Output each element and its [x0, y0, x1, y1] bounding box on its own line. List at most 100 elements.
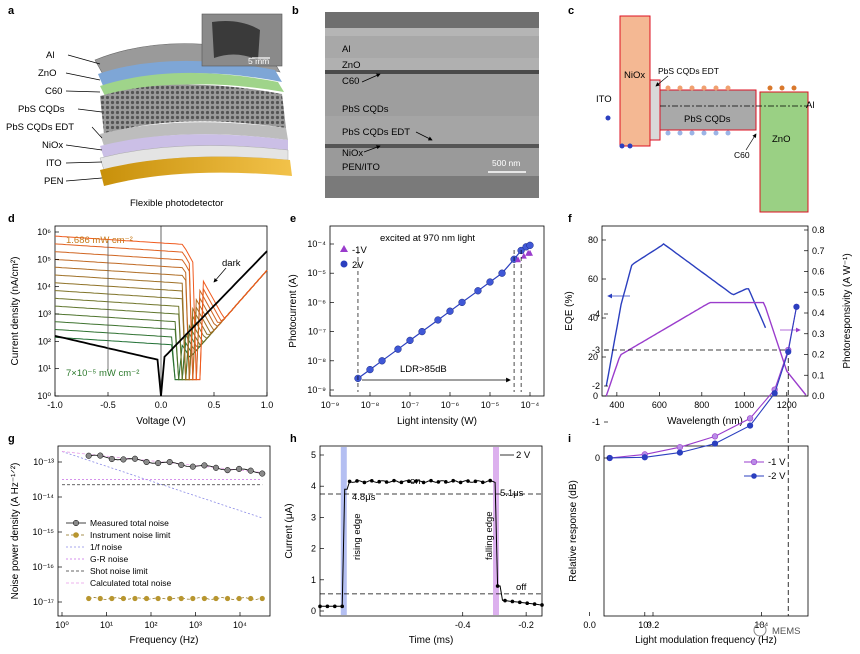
panel-a: a 5 mm Al ZnO C60 PbS CQDs PbS CQDs EDT …	[6, 5, 292, 209]
plot-h-on: on	[410, 476, 421, 487]
instrument-point	[155, 595, 161, 602]
transient-point	[325, 604, 330, 609]
sem-label-al: Al	[342, 44, 350, 55]
layer-pen	[100, 156, 292, 186]
y-tick-label: 10⁻⁴	[307, 239, 326, 249]
plot-e-legend: -1V 2V	[340, 245, 367, 271]
plot-g-frame	[57, 445, 271, 617]
y-tick-label: 10⁶	[37, 227, 51, 237]
freq-point	[746, 422, 754, 429]
instrument-point	[190, 595, 196, 602]
transient-point	[503, 598, 507, 603]
measured-point	[108, 455, 115, 463]
x-tick-label: 10⁻⁸	[361, 400, 380, 410]
y-tick-label: 0.3	[812, 329, 825, 339]
freq-point	[711, 440, 719, 447]
legend-e-marker-2	[340, 260, 348, 268]
x-tick-label: 10⁻⁶	[441, 400, 460, 410]
plot-f-xticks: 400 600 800 1000 1200	[609, 392, 797, 410]
y-tick-label: 0	[595, 453, 600, 463]
plot-e-ldr: LDR>85dB	[400, 364, 447, 375]
layer-pbs-edt	[100, 122, 288, 146]
plot-e-yticks: 10⁻⁹ 10⁻⁸ 10⁻⁷ 10⁻⁶ 10⁻⁵ 10⁻⁴	[307, 239, 334, 395]
transient-point	[414, 479, 419, 483]
plot-f-ylabel-right: Photoresponsivity (A W⁻¹)	[842, 253, 853, 368]
point-2v	[526, 241, 534, 249]
plot-f-ylabel-left: EQE (%)	[564, 291, 575, 330]
x-tick-label: -1.0	[47, 400, 63, 410]
instrument-point	[259, 595, 265, 602]
measured-point	[236, 465, 243, 472]
legend-g-label-6: Calculated total noise	[90, 578, 172, 588]
y-tick-label: 10¹	[38, 364, 51, 374]
panel-label-i: i	[568, 433, 571, 445]
point-2v	[394, 345, 402, 353]
plot-d-ann-bottom: 7×10⁻⁵ mW cm⁻²	[66, 368, 139, 379]
legend-i-marker-1	[750, 458, 758, 466]
sem-label-pen-ito: PEN/ITO	[342, 162, 380, 173]
y-tick-label: 10⁻¹⁷	[33, 597, 54, 607]
plot-h-xlabel: Time (ms)	[409, 635, 454, 646]
band-label-niox: NiOx	[624, 70, 645, 81]
y-tick-label: 5	[311, 450, 316, 460]
x-tick-label: 10⁴	[233, 620, 247, 630]
band-zno	[759, 91, 809, 213]
y-tick-label: -3	[592, 345, 600, 355]
measured-point	[189, 463, 196, 470]
legend-g-label-2: Instrument noise limit	[90, 530, 171, 540]
plot-h-falling-edge: falling edge	[484, 511, 495, 560]
plot-e-xticks: 10⁻⁹ 10⁻⁸ 10⁻⁷ 10⁻⁶ 10⁻⁵ 10⁻⁴	[321, 392, 539, 410]
instrument-point	[248, 595, 254, 602]
instrument-line	[88, 597, 263, 600]
plot-g-xticks: 10⁰ 10¹ 10² 10³ 10⁴	[55, 612, 247, 630]
layer-pbs	[100, 84, 286, 134]
measured-point	[166, 458, 173, 466]
band-carriers	[605, 85, 797, 149]
sem-label-pbs-edt: PbS CQDs EDT	[342, 127, 410, 138]
sem-scale-label: 500 nm	[492, 158, 520, 168]
plot-i-legend: -1 V -2 V	[744, 457, 786, 482]
plot-f-yticks-left: 0 20 40 60 80	[588, 235, 606, 401]
measured-point	[131, 455, 139, 462]
transient-point	[384, 480, 389, 484]
plot-i-ylabel: Relative response (dB)	[568, 480, 579, 582]
point-2v	[458, 298, 466, 307]
layer-c60	[100, 72, 284, 98]
panel-label-b: b	[292, 5, 299, 17]
plot-g-ylabel: Noise power density (A Hz⁻¹ᐟ²)	[10, 463, 21, 600]
instrument-point	[213, 595, 219, 602]
plot-h-xticks: -0.4 -0.2 0.0 0.2	[455, 612, 659, 630]
point-2v	[378, 357, 386, 365]
watermark: MEMS	[772, 626, 801, 637]
x-tick-label: 10⁰	[55, 620, 69, 630]
y-tick-label: 0	[311, 606, 316, 616]
plot-h-ylabel: Current (μA)	[284, 503, 295, 558]
y-tick-label: 0.1	[812, 370, 825, 380]
y-tick-label: 0	[593, 391, 598, 401]
y-tick-label: 4	[311, 481, 316, 491]
x-tick-label: 1200	[777, 400, 797, 410]
jv-curve	[54, 235, 268, 381]
point-2v	[486, 278, 494, 286]
y-tick-label: 10⁻⁸	[307, 356, 326, 366]
x-tick-label: 0.0	[155, 400, 168, 410]
panel-i: i 10³ 10⁴ 0 -1 -2 -3 -4 Light modulation freq…	[568, 303, 809, 646]
plot-d-ann-dark: dark	[222, 258, 241, 269]
y-tick-label: 80	[588, 235, 598, 245]
x-tick-label: 10³	[189, 620, 202, 630]
plot-f-yticks-right: 0.0 0.1 0.2 0.3 0.4 0.5 0.6 0.7 0.8	[804, 225, 825, 401]
plot-h-yticks: 0 1 2 3 4 5	[311, 450, 324, 616]
y-tick-label: 10⁻¹³	[33, 457, 54, 467]
transient-point	[518, 600, 522, 605]
transient-point	[340, 604, 345, 609]
layer-zno	[98, 60, 282, 88]
point-2v	[434, 316, 442, 324]
inset-device	[212, 21, 260, 60]
band-pbs	[659, 89, 757, 131]
point-2v	[446, 307, 454, 315]
y-tick-label: 0.8	[812, 225, 825, 235]
panel-label-d: d	[8, 213, 15, 225]
freq-point	[793, 303, 800, 310]
band-label-zno: ZnO	[772, 134, 790, 145]
